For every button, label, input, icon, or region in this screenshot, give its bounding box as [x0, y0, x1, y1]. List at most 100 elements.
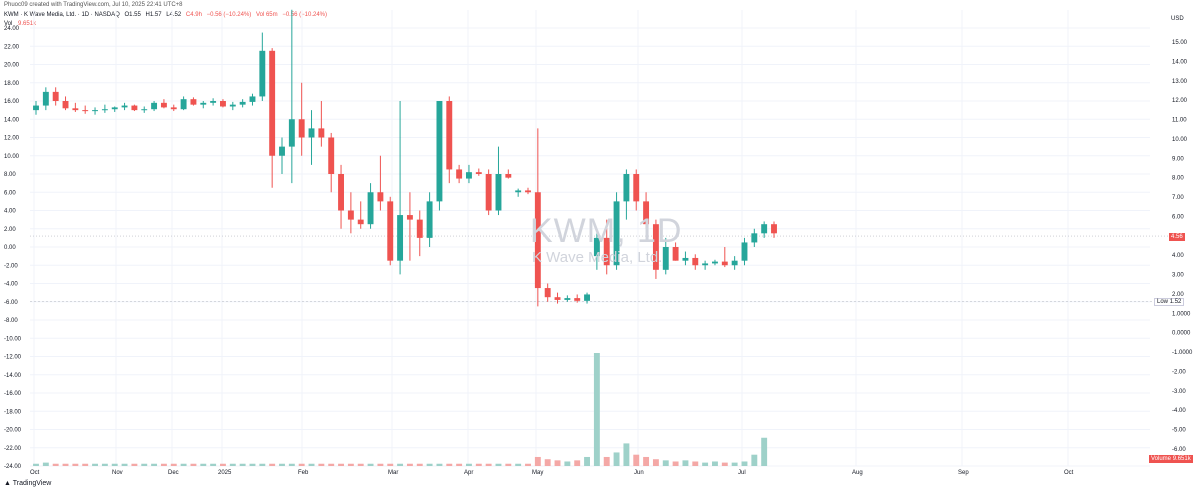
- candle-body: [406, 215, 413, 220]
- left-tick-label: 2.00: [4, 227, 16, 233]
- volume-legend[interactable]: Vol 9.651k: [4, 21, 36, 27]
- ohlc-high: H1.57: [145, 12, 162, 18]
- volume-bar: [190, 463, 197, 466]
- candle-body: [475, 172, 482, 174]
- volume-bar: [328, 463, 335, 466]
- candle-body: [121, 105, 128, 108]
- right-tick-label: 1.0000: [1172, 311, 1191, 317]
- candle-body: [593, 237, 600, 257]
- volume-bar: [33, 463, 39, 466]
- candle-body: [269, 50, 276, 156]
- volume-bar: [170, 463, 177, 466]
- candle-body: [495, 174, 502, 211]
- volume-bar: [416, 463, 423, 466]
- candle-body: [42, 91, 49, 106]
- right-tick-label: 0.0000: [1172, 331, 1191, 337]
- candle-body: [662, 247, 669, 270]
- vol-change: −0.56 (−10.24%): [282, 12, 328, 18]
- volume-bar: [652, 459, 659, 466]
- ohlc-change: −0.56 (−10.24%): [206, 12, 252, 18]
- volume-bar: [121, 463, 128, 466]
- candle-body: [643, 201, 650, 225]
- volume-bar: [288, 463, 295, 466]
- x-tick-label: Sep: [958, 470, 969, 476]
- x-tick-label: Jul: [738, 470, 746, 476]
- volume-bar: [239, 463, 246, 466]
- symbol-name[interactable]: KWM · K Wave Media, Ltd. · 1D · NASDAQ: [4, 12, 120, 18]
- volume-bar: [603, 456, 610, 466]
- right-tick-label: 13.00: [1172, 79, 1188, 85]
- volume-bar: [534, 456, 541, 466]
- candle-body: [741, 242, 748, 261]
- candle-body: [466, 172, 472, 179]
- left-tick-label: -22.00: [4, 446, 22, 452]
- candle-body: [446, 101, 453, 170]
- candle-body: [436, 101, 443, 202]
- volume-bar: [712, 461, 718, 466]
- last-price-tag: 4.56: [1169, 233, 1185, 241]
- x-tick-label: May: [532, 470, 543, 476]
- volume-bar: [613, 452, 620, 466]
- left-tick-label: -14.00: [4, 373, 22, 379]
- volume-bar: [584, 456, 590, 466]
- low-label: Low: [1157, 299, 1169, 305]
- volume-bar: [180, 463, 187, 466]
- currency-label[interactable]: USD: [1171, 16, 1184, 22]
- candle-body: [190, 99, 197, 105]
- volume-bar: [131, 463, 138, 466]
- left-tick-label: -20.00: [4, 428, 22, 434]
- volume-bar: [42, 462, 49, 466]
- right-tick-label: -6.00: [1172, 447, 1186, 453]
- volume-bar: [485, 463, 492, 466]
- volume-bar: [220, 463, 226, 466]
- left-tick-label: -12.00: [4, 355, 22, 361]
- volume-legend-value: 9.651k: [18, 21, 37, 27]
- volume-bar: [308, 463, 315, 466]
- candle-body: [308, 128, 315, 138]
- left-tick-label: 4.00: [4, 209, 16, 215]
- volume-bar: [200, 463, 207, 466]
- watermark-company: K Wave Media, Ltd.: [532, 249, 663, 266]
- candle-body: [52, 91, 59, 101]
- volume-bar: [101, 463, 108, 466]
- volume-bar: [229, 463, 236, 466]
- candle-body: [82, 110, 89, 112]
- candle-body: [239, 101, 246, 105]
- volume-bar: [357, 463, 364, 466]
- volume-bar: [741, 461, 748, 466]
- volume-bar: [672, 461, 679, 466]
- right-tick-label: 3.00: [1172, 273, 1184, 279]
- low-price-label: Low 1.52: [1154, 298, 1185, 306]
- x-tick-label: Jun: [634, 470, 644, 476]
- right-tick-label: 6.00: [1172, 214, 1184, 220]
- candle-body: [633, 174, 640, 202]
- left-tick-label: 16.00: [4, 99, 20, 105]
- volume-bar: [141, 463, 148, 466]
- volume-bar: [210, 463, 217, 466]
- tradingview-logo[interactable]: ▲ TradingView: [4, 480, 51, 487]
- volume-bar: [406, 463, 413, 466]
- candle-body: [515, 190, 522, 193]
- volume-bar: [525, 463, 531, 466]
- volume-tag-label: Volume: [1151, 456, 1172, 462]
- candle-body: [485, 174, 492, 211]
- brand-name: TradingView: [12, 480, 52, 487]
- candle-body: [111, 107, 118, 110]
- left-tick-label: -2.00: [4, 263, 18, 269]
- candle-body: [584, 294, 590, 301]
- right-tick-label: -2.00: [1172, 369, 1186, 375]
- right-tick-label: 7.00: [1172, 195, 1184, 201]
- candle-body: [279, 146, 285, 156]
- volume-bar: [564, 461, 571, 466]
- right-tick-label: -1.0000: [1172, 350, 1193, 356]
- right-tick-label: 2.00: [1172, 292, 1184, 298]
- volume-bar: [692, 461, 699, 466]
- volume-bar: [52, 463, 59, 466]
- right-tick-label: 4.00: [1172, 253, 1184, 259]
- volume-bar: [279, 463, 285, 466]
- volume-bar: [72, 463, 79, 466]
- volume-bar: [347, 463, 354, 466]
- volume-bar: [505, 463, 512, 466]
- candle-body: [426, 201, 433, 238]
